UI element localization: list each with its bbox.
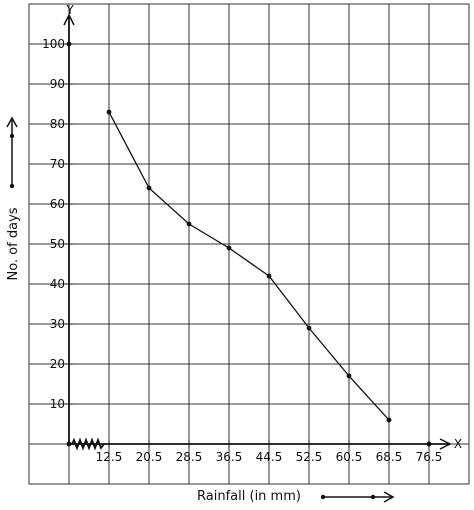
y-tick-label: 90 [50, 77, 65, 91]
y-tick-label: 40 [50, 277, 65, 291]
data-point [106, 109, 112, 115]
y-tick-label: 30 [50, 317, 65, 331]
data-point [146, 185, 152, 191]
x-tick-label: 52.5 [296, 450, 323, 464]
x-tick-label: 36.5 [216, 450, 243, 464]
y-tick-label: 80 [50, 117, 65, 131]
x-tick-label: 12.5 [96, 450, 123, 464]
x-axis-letter: X [454, 437, 462, 451]
y-tick-label: 70 [50, 157, 65, 171]
y-axis-letter: Y [65, 3, 74, 17]
x-axis-arrowhead [439, 438, 452, 450]
x-axis-break-zigzag [71, 437, 105, 451]
x-tick-label: 28.5 [176, 450, 203, 464]
grid [28, 3, 470, 485]
x-axis-direction-arrow [320, 491, 395, 503]
x-tick-label: 20.5 [136, 450, 163, 464]
y-axis-direction-arrow [6, 116, 18, 189]
series-group [106, 109, 392, 423]
x-tick-label: 68.5 [376, 450, 403, 464]
data-point [306, 325, 312, 331]
x-tick-label: 76.5 [416, 450, 443, 464]
data-point [186, 221, 192, 227]
y-tick-label: 50 [50, 237, 65, 251]
y-tick-label: 60 [50, 197, 65, 211]
y-tick-label: 10 [50, 397, 65, 411]
axes [63, 13, 452, 451]
data-point [266, 273, 272, 279]
y-axis-arrowhead [63, 13, 75, 26]
x-tick-label: 44.5 [256, 450, 283, 464]
y-tick-label: 20 [50, 357, 65, 371]
y-tick-label: 100 [42, 37, 65, 51]
tick-labels: 10 20 30 40 50 60 70 80 90 100 12.5 20.5 28.5 36.5 44.… [42, 37, 442, 464]
x-tick-label: 60.5 [336, 450, 363, 464]
data-point [346, 373, 352, 379]
y-axis-label: No. of days [6, 207, 21, 280]
data-point [386, 417, 392, 423]
series-line [108, 111, 390, 421]
x-axis-label: Rainfall (in mm) [197, 489, 301, 504]
origin-point [66, 441, 72, 447]
data-point [226, 245, 232, 251]
x-axis-end-point [426, 441, 432, 447]
